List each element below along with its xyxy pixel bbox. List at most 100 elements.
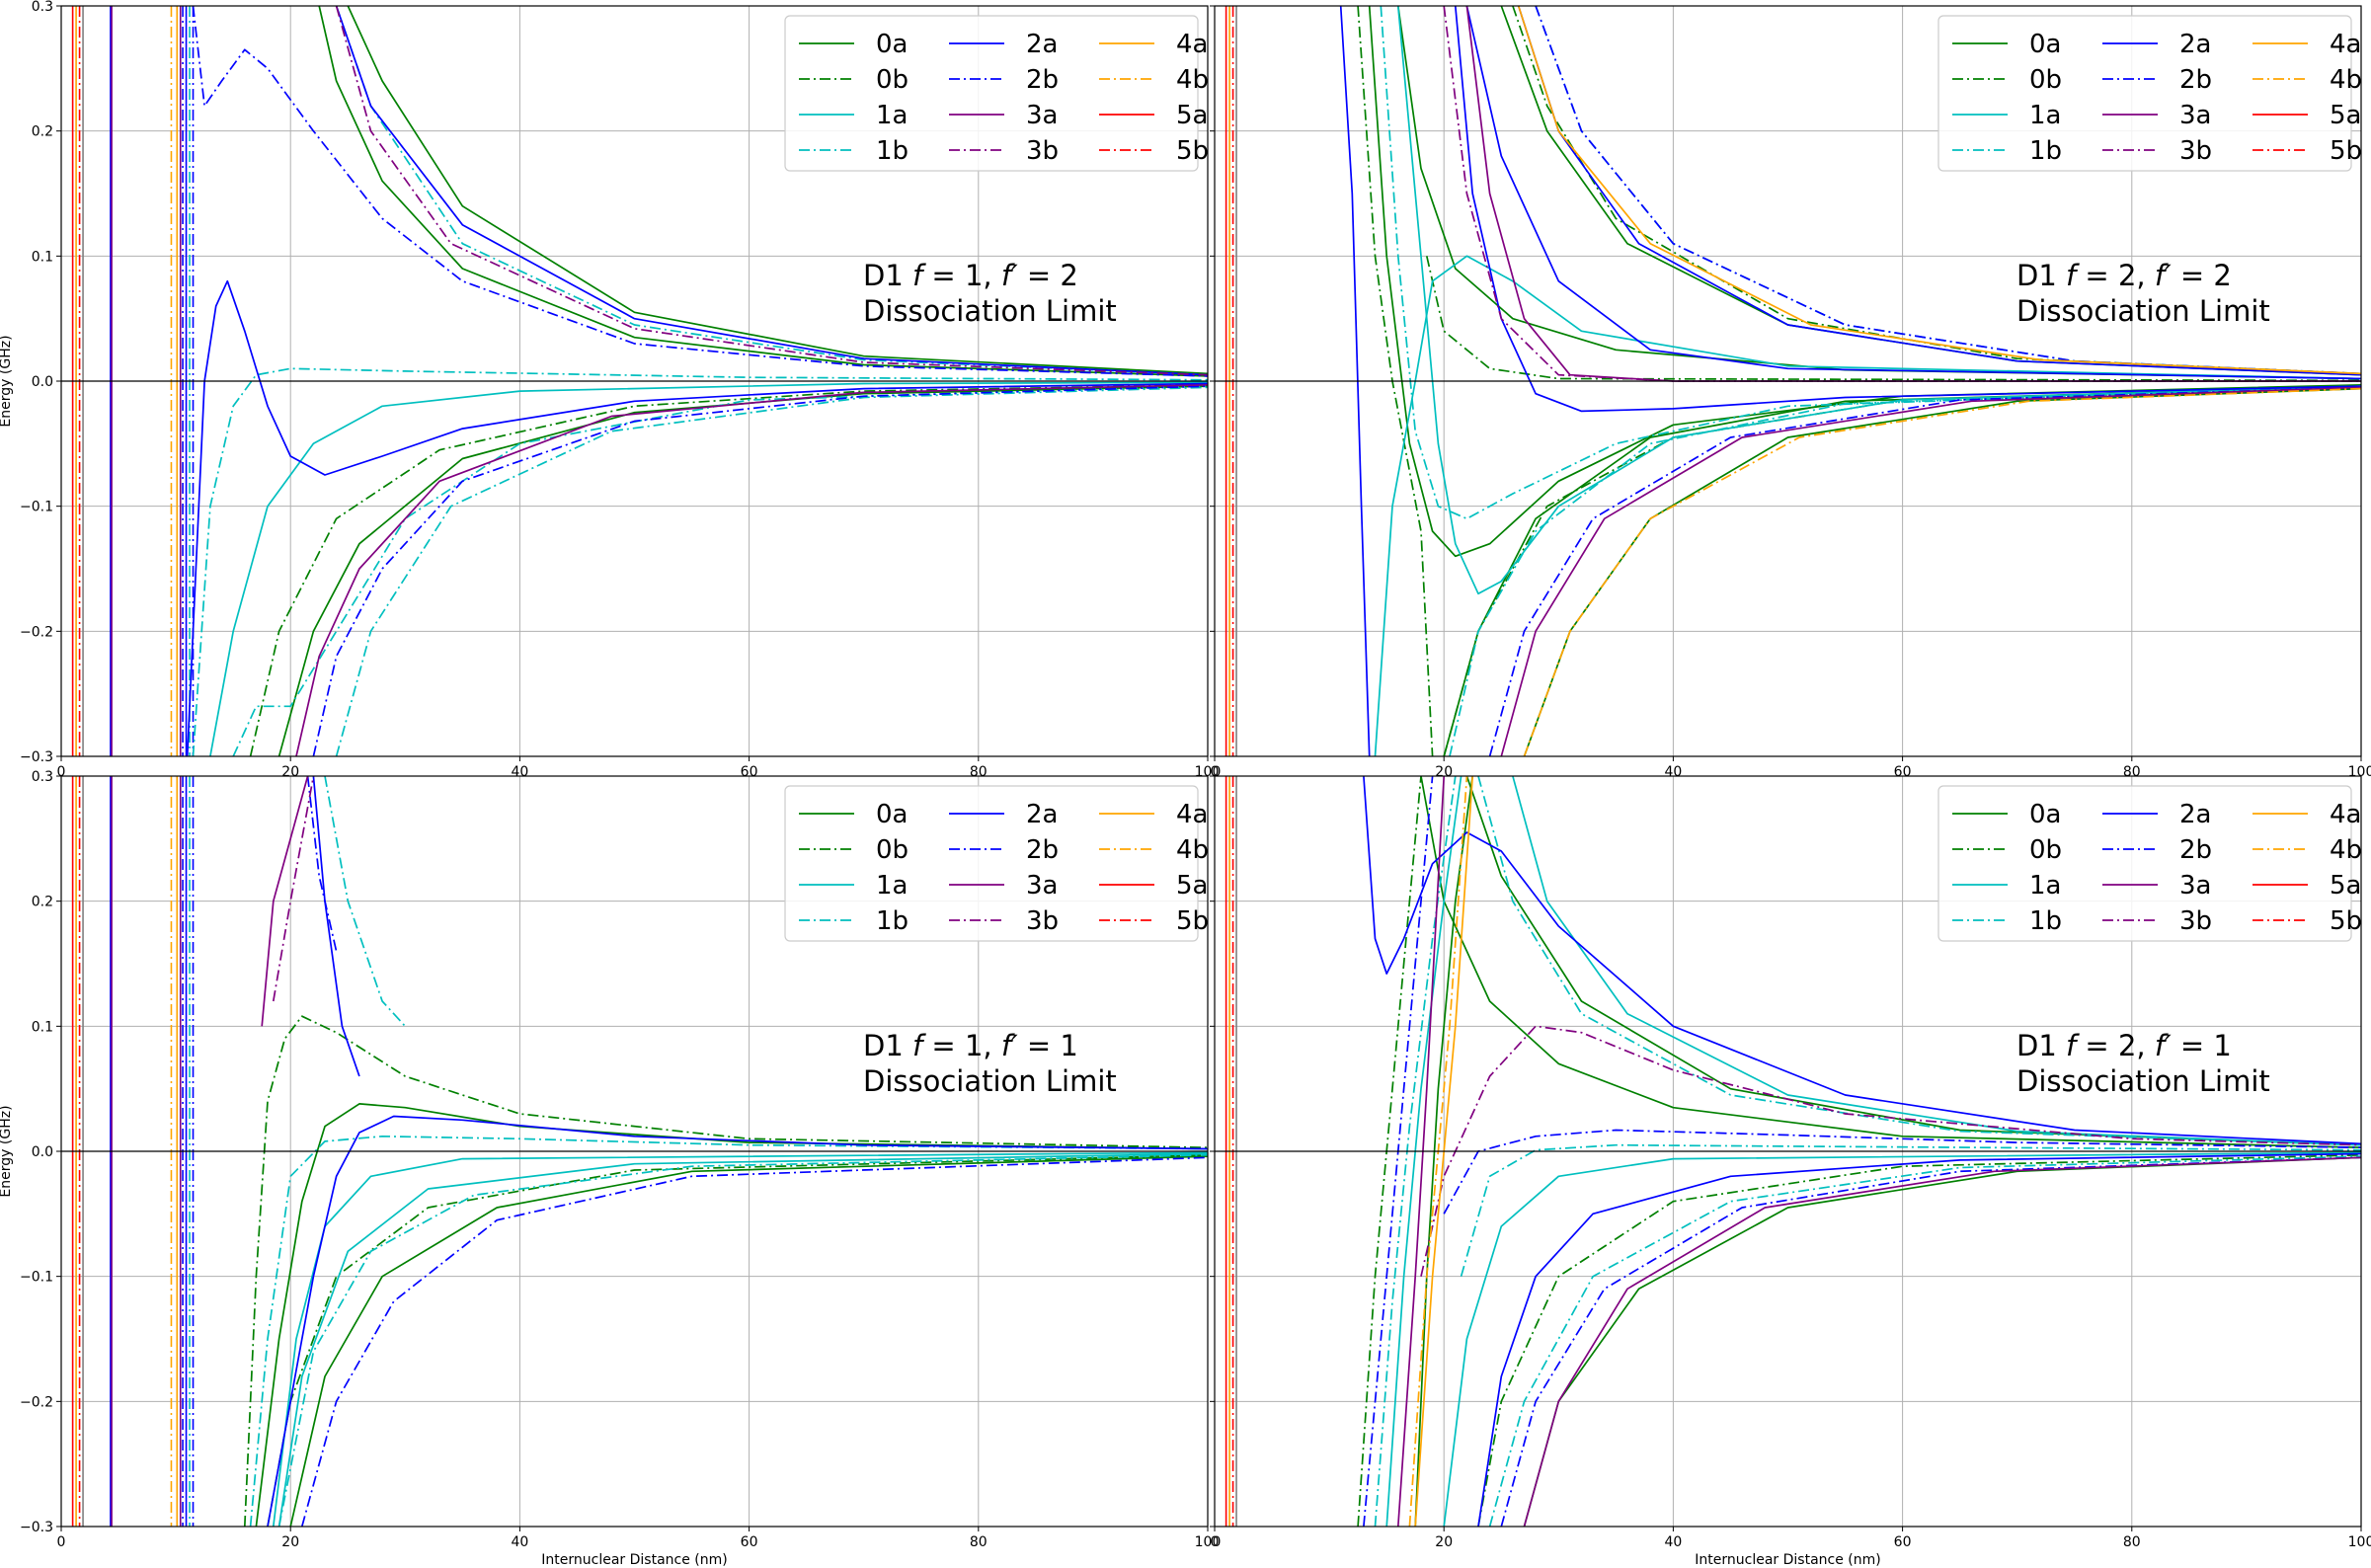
series-0a (277, 385, 1208, 756)
legend-box (784, 15, 1199, 172)
y-tick-label: 0.3 (32, 769, 53, 785)
series-1a (1396, 6, 2361, 595)
x-tick-label: 20 (1435, 1534, 1453, 1550)
series-2a (1454, 6, 2361, 413)
series-3a (1396, 776, 1446, 1527)
legend-label: 3a (1026, 871, 1058, 901)
annotation-part: ′ (2165, 259, 2172, 292)
y-tick-label: −0.3 (20, 749, 53, 765)
series-1a (1443, 1151, 2361, 1527)
series-1b (1477, 776, 2361, 1146)
panel-bottom-left: 0 20 40 60 80 100 −0.3 −0.2 −0.1 0.0 0.1 0.2 0.3 Ener… (0, 769, 1221, 1568)
annotation-part: = 2 (2172, 259, 2232, 292)
legend-label: 2b (1026, 835, 1059, 865)
legend-label: 5b (1176, 136, 1209, 166)
legend-label: 1a (876, 101, 908, 130)
legend: 0a 0b 1a 1b 2a 2b 3a 3b 4a 4b 5a 5b (784, 785, 1209, 942)
annotation-part: ′ (1011, 259, 1018, 292)
series-1b (277, 1153, 1208, 1527)
panel-bottom-right: 0 20 40 60 80 100 Internuclear Distance (nm) D1… (1210, 775, 2371, 1568)
annotation-line2: Dissociation Limit (2016, 1064, 2270, 1098)
series-3b (335, 6, 1208, 376)
legend-label: 0b (876, 65, 909, 95)
legend-label: 1b (876, 906, 909, 936)
series-1a (272, 1151, 1208, 1527)
series-1b (192, 367, 1208, 756)
series-2a (267, 1115, 1208, 1527)
annotation-line1: D1 f = 2, f′ = 1 (2016, 1029, 2232, 1062)
x-tick-label: 100 (1195, 1534, 1222, 1550)
legend-label: 3b (1026, 136, 1059, 166)
x-axis-label: Internuclear Distance (nm) (541, 1552, 727, 1568)
y-tick-label: 0.1 (32, 249, 53, 265)
y-tick-label: 0.0 (32, 1144, 53, 1160)
series-1b (1449, 385, 2361, 756)
legend-label: 3b (1026, 906, 1059, 936)
series-0a (318, 6, 1208, 377)
legend: 0a 0b 1a 1b 2a 2b 3a 3b 4a 4b 5a 5b (784, 15, 1209, 172)
x-tick-label: 40 (1664, 1534, 1682, 1550)
legend-label: 2b (1026, 65, 1059, 95)
x-tick-label: 0 (1211, 764, 1220, 780)
legend-label: 2a (1026, 30, 1058, 59)
legend-label: 2a (2179, 30, 2211, 59)
x-tick-label: 80 (2123, 1534, 2141, 1550)
annotation-part: D1 (2016, 259, 2066, 292)
legend-label: 3a (1026, 101, 1058, 130)
series-2b (192, 6, 1208, 377)
legend-label: 4a (1176, 30, 1208, 59)
series-2a (312, 776, 360, 1077)
legend-label: 0a (876, 800, 908, 829)
annotation-part: = 2, (2076, 1029, 2155, 1062)
legend-label: 4a (1176, 800, 1208, 829)
series-2a (1477, 1152, 2361, 1527)
x-tick-label: 100 (2348, 1534, 2371, 1550)
x-tick-label: 100 (2348, 764, 2371, 780)
series-2a (1339, 6, 1371, 756)
annotation-part: = 1 (2172, 1029, 2232, 1062)
series-0b (1477, 1153, 2361, 1527)
legend-label: 5a (2330, 101, 2361, 130)
legend-label: 4a (2330, 30, 2361, 59)
legend-box (784, 785, 1199, 942)
x-tick-label: 0 (1211, 1534, 1220, 1550)
legend-label: 1a (876, 871, 908, 901)
series-3b (1420, 1025, 2361, 1277)
series-0a (1368, 6, 2361, 558)
legend-box (1937, 785, 2352, 942)
series-2a (335, 6, 1208, 376)
series-0b (1357, 776, 1422, 1527)
x-tick-label: 20 (281, 1534, 299, 1550)
legend-label: 3b (2179, 906, 2212, 936)
series-3a (295, 383, 1208, 756)
series-1b (249, 1135, 1208, 1527)
y-tick-label: −0.2 (20, 624, 53, 640)
annotation-part: = 1, (922, 259, 1001, 292)
legend-label: 2a (1026, 800, 1058, 829)
legend-label: 5b (1176, 906, 1209, 936)
y-axis-label: Energy (GHz) (0, 1105, 14, 1197)
annotation-part: = 2, (2076, 259, 2155, 292)
series-2b (1488, 386, 2361, 756)
series-2b (312, 385, 1208, 756)
series-3a (1500, 386, 2361, 756)
y-tick-label: 0.2 (32, 895, 53, 910)
annotation-part: ′ (2165, 1029, 2172, 1062)
legend-label: 4b (2330, 835, 2362, 865)
y-tick-label: 0.1 (32, 1019, 53, 1035)
plot-area (1215, 776, 2361, 1527)
legend-label: 2a (2179, 800, 2211, 829)
series-3b (272, 776, 315, 1002)
legend-label: 5a (2330, 871, 2361, 901)
annotation-part: D1 (863, 1029, 912, 1062)
series-0b (1425, 256, 2361, 382)
legend-label: 1b (2029, 136, 2062, 166)
annotation-line1: D1 f = 2, f′ = 2 (2016, 259, 2232, 292)
legend-label: 4a (2330, 800, 2361, 829)
plot-area (1215, 6, 2361, 756)
legend-label: 2b (2179, 835, 2212, 865)
legend-label: 4b (1176, 65, 1209, 95)
annotation-part: = 1, (922, 1029, 1001, 1062)
